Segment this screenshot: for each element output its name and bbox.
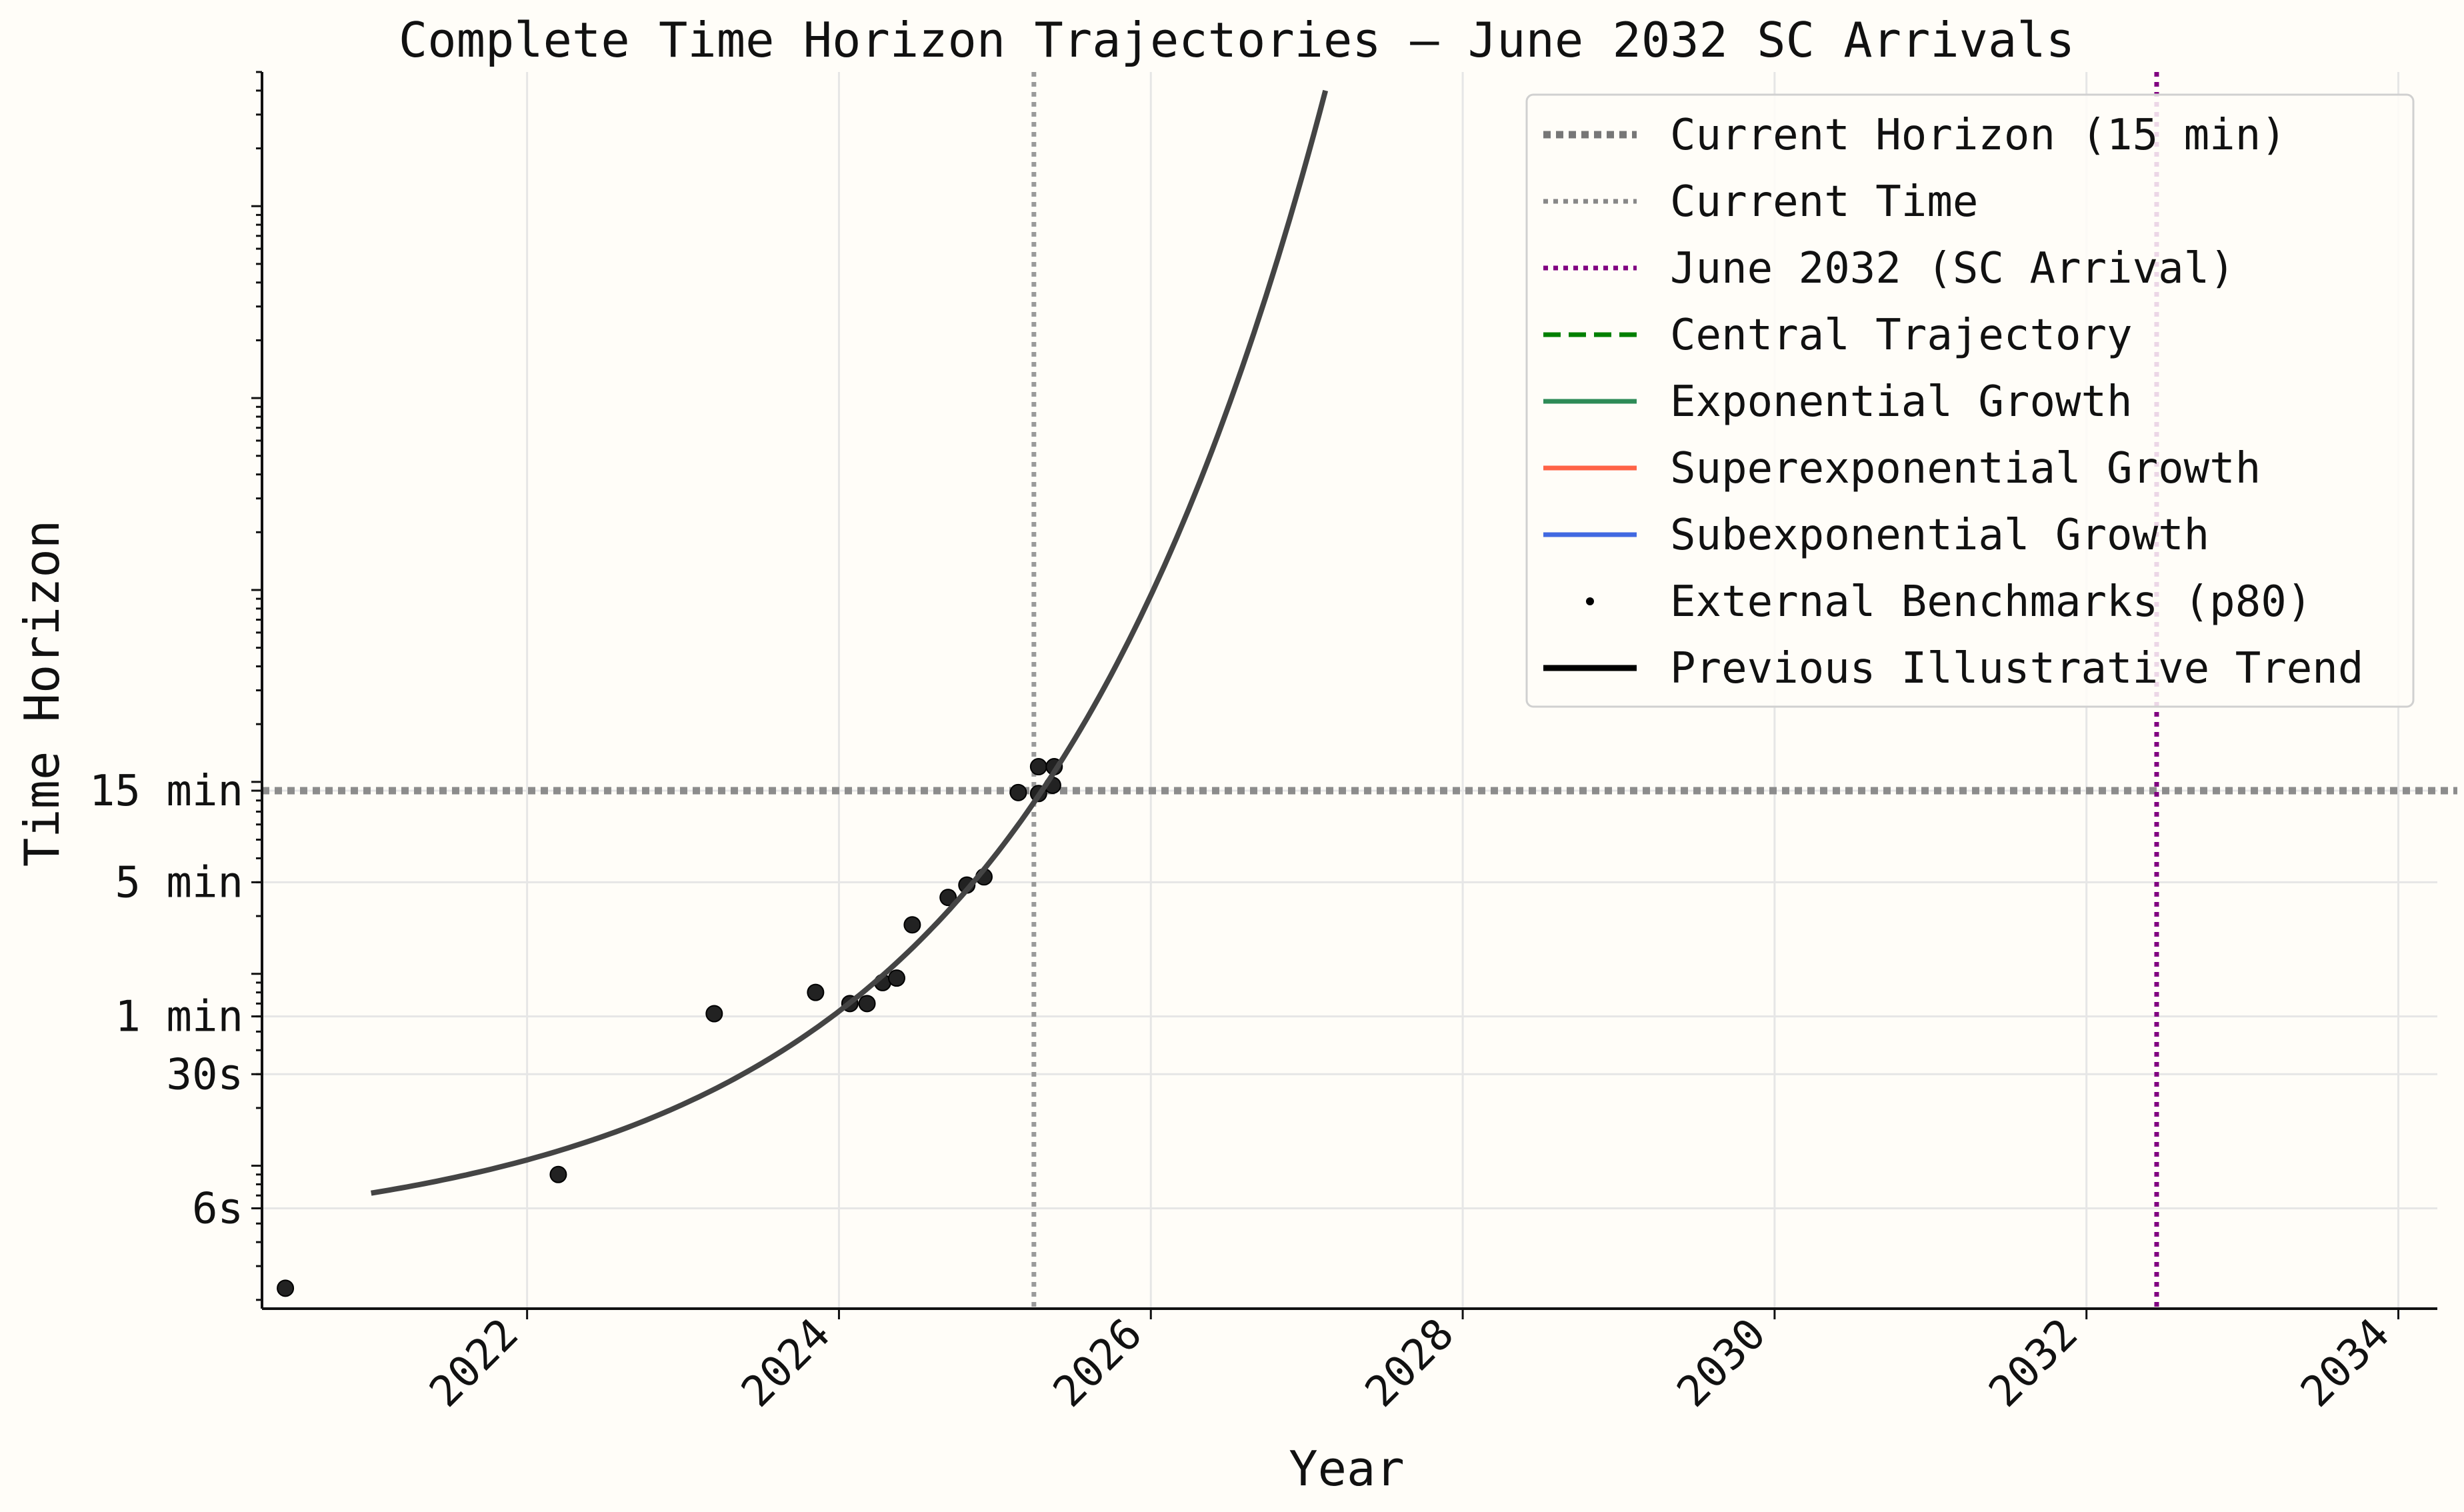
legend-label: Previous Illustrative Trend [1670, 644, 2363, 693]
legend-label: June 2032 (SC Arrival) [1670, 244, 2235, 293]
benchmark-point [858, 995, 876, 1013]
y-tick-label: 6s [192, 1184, 243, 1233]
legend: Current Horizon (15 min) Current Time June… [1525, 93, 2415, 708]
trend-curve [371, 89, 1329, 1196]
legend-label: External Benchmarks (p80) [1670, 577, 2312, 627]
benchmark-point [903, 916, 921, 934]
benchmark-point [549, 1165, 567, 1183]
legend-swatch [1586, 597, 1594, 605]
benchmark-point [1029, 758, 1047, 776]
y-tick-label: 15 min [89, 767, 243, 816]
y-tick-label: 1 min [115, 993, 243, 1042]
legend-label: Current Horizon (15 min) [1670, 111, 2287, 160]
benchmark-point [705, 1005, 723, 1023]
y-axis-label: Time Horizon [14, 520, 70, 867]
chart-title: Complete Time Horizon Trajectories — Jun… [399, 12, 2075, 68]
legend-label: Exponential Growth [1670, 377, 2133, 427]
benchmark-point [1009, 783, 1027, 801]
legend-label: Central Trajectory [1670, 311, 2133, 360]
benchmark-point [277, 1279, 295, 1297]
y-tick-label: 30s [166, 1050, 243, 1099]
legend-label: Subexponential Growth [1670, 511, 2209, 560]
benchmark-point [939, 889, 957, 907]
benchmark-point [888, 969, 906, 987]
legend-label: Current Time [1670, 177, 1978, 227]
benchmark-point [807, 983, 825, 1001]
legend-label: Superexponential Growth [1670, 444, 2261, 493]
x-axis-label: Year [1289, 1441, 1404, 1497]
y-tick-label: 5 min [115, 858, 243, 907]
legend-box [1525, 93, 2415, 708]
